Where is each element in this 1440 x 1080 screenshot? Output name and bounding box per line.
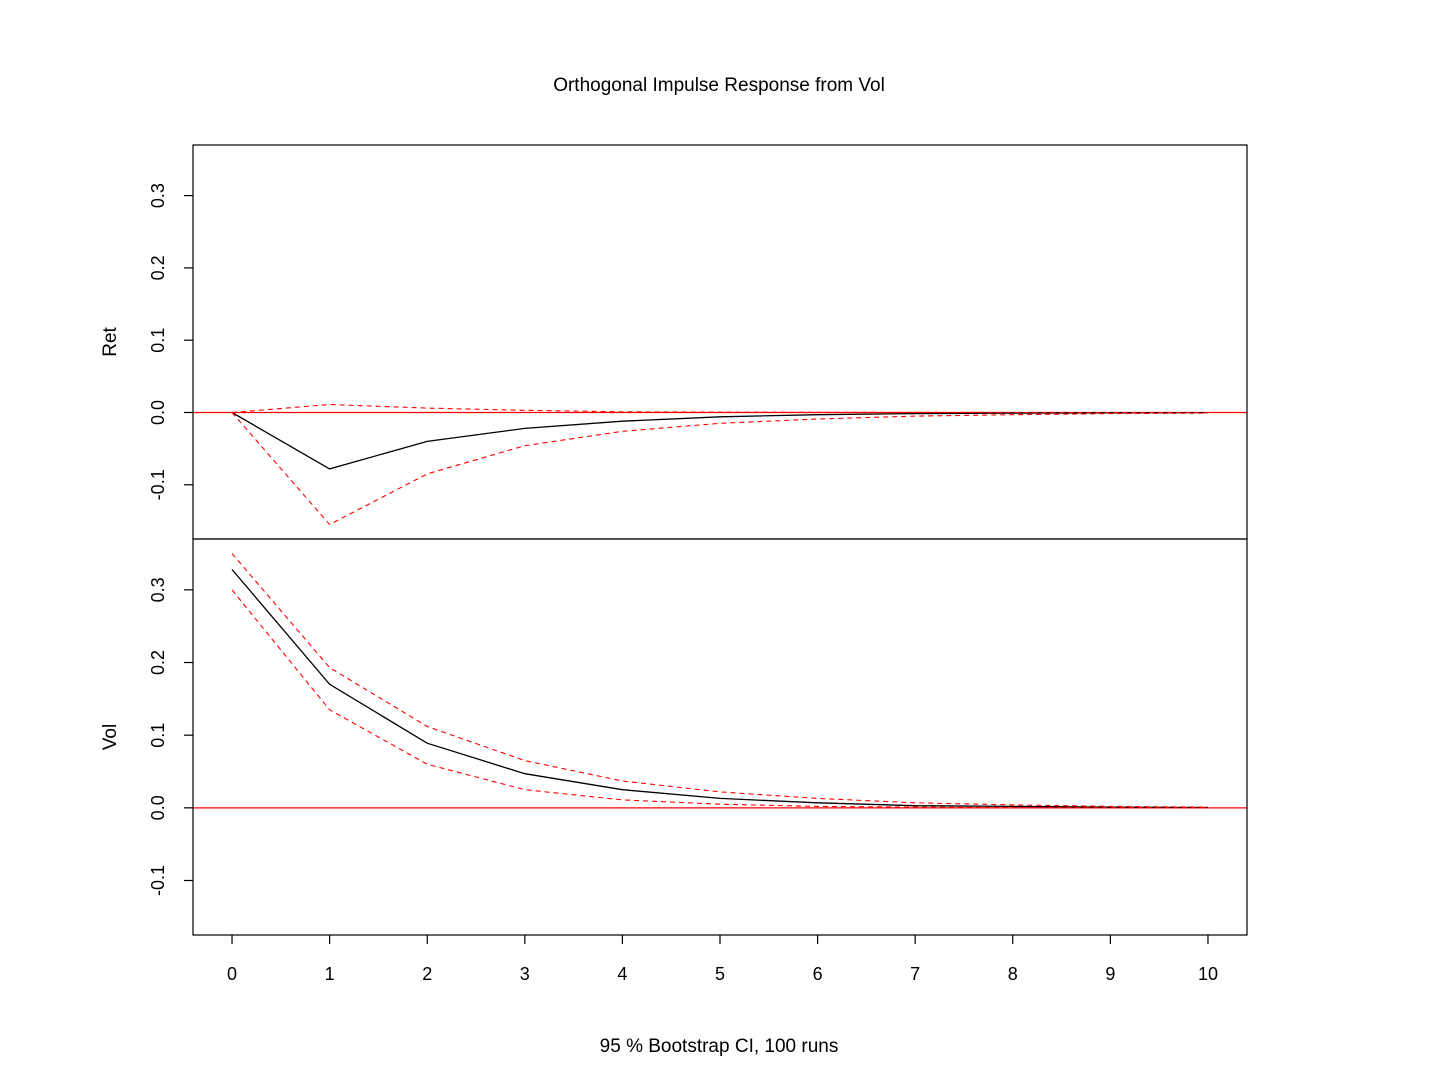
x-tick-label: 5 bbox=[715, 964, 725, 984]
x-tick-label: 6 bbox=[813, 964, 823, 984]
x-axis-title: 95 % Bootstrap CI, 100 runs bbox=[600, 1036, 839, 1057]
x-tick-label: 8 bbox=[1008, 964, 1018, 984]
y-axis-label-ret: Ret bbox=[100, 327, 121, 357]
ret-response-line bbox=[231, 411, 1209, 470]
x-tick-label: 7 bbox=[910, 964, 920, 984]
panel-vol: -0.1 0.0 0.1 0.2 0.3 Vol bbox=[100, 538, 1248, 936]
x-tick-label: 2 bbox=[422, 964, 432, 984]
y-tick-label: 0.1 bbox=[148, 328, 168, 353]
x-tick-label: 9 bbox=[1105, 964, 1115, 984]
y-tick-label: 0.1 bbox=[148, 723, 168, 748]
vol-response-line bbox=[231, 569, 1209, 809]
x-tick-label: 1 bbox=[325, 964, 335, 984]
vol-upper-line bbox=[231, 553, 1209, 808]
x-tick-label: 10 bbox=[1198, 964, 1218, 984]
ret-lower-line bbox=[231, 412, 1209, 526]
y-axis-label-vol: Vol bbox=[100, 724, 121, 750]
y-tick-label: -0.1 bbox=[148, 469, 168, 500]
vol-lower-line bbox=[231, 589, 1209, 809]
y-tick-label: -0.1 bbox=[148, 865, 168, 896]
y-tick-label: 0.2 bbox=[148, 255, 168, 280]
y-tick-label: 0.0 bbox=[148, 400, 168, 425]
x-tick-label: 3 bbox=[520, 964, 530, 984]
y-tick-label: 0.0 bbox=[148, 795, 168, 820]
plot-area: -0.1 0.0 0.1 0.2 0.3 Ret -0.1 0.0 0.1 0.2 0.3 Vol 0 1… bbox=[100, 144, 1248, 984]
panel-ret: -0.1 0.0 0.1 0.2 0.3 Ret bbox=[100, 144, 1248, 540]
y-tick-label: 0.3 bbox=[148, 577, 168, 602]
y-tick-label: 0.3 bbox=[148, 183, 168, 208]
y-tick-label: 0.2 bbox=[148, 650, 168, 675]
chart-title: Orthogonal Impulse Response from Vol bbox=[553, 75, 885, 96]
panel-frame bbox=[192, 144, 1248, 540]
ret-upper-line bbox=[231, 403, 1208, 414]
panel-frame bbox=[192, 538, 1248, 936]
x-tick-label: 0 bbox=[227, 964, 237, 984]
x-tick-label: 4 bbox=[617, 964, 627, 984]
